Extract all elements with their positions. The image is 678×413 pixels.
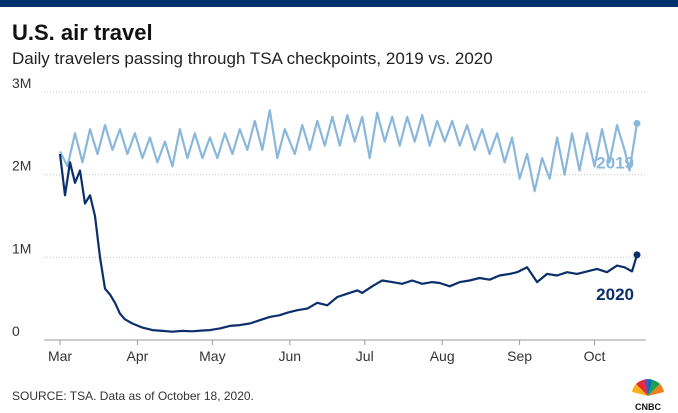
series-lines [58, 109, 641, 333]
svg-text:CNBC: CNBC [635, 402, 661, 412]
source-note: SOURCE: TSA. Data as of October 18, 2020… [12, 389, 254, 403]
chart-title: U.S. air travel [12, 20, 153, 45]
x-axis-ticks: Mar Apr May Jun Jul Aug Sep Oct [48, 340, 606, 364]
series-line-2020 [58, 153, 639, 333]
x-tick-label: Jul [356, 348, 374, 364]
x-tick-label: Jun [279, 348, 302, 364]
x-tick-label: Sep [507, 348, 532, 364]
x-tick-label: May [199, 348, 225, 364]
series-label-2019: 2019 [596, 153, 634, 172]
gridlines: 0 1M 2M 3M [12, 75, 646, 341]
series-end-point-2020 [633, 251, 641, 259]
y-tick-label: 2M [12, 158, 31, 174]
x-tick-label: Mar [48, 348, 72, 364]
top-accent-bar [0, 0, 678, 7]
chart-subtitle: Daily travelers passing through TSA chec… [12, 49, 493, 68]
x-tick-label: Aug [430, 348, 455, 364]
y-tick-label: 1M [12, 240, 31, 256]
series-label-2020: 2020 [596, 285, 634, 304]
x-tick-label: Oct [584, 348, 606, 364]
cnbc-logo: CNBC [632, 379, 664, 412]
x-tick-label: Apr [127, 348, 149, 364]
series-line-2019 [59, 109, 639, 193]
series-end-point-2019 [633, 119, 641, 127]
y-tick-label: 0 [12, 323, 20, 339]
series-labels: 2019 2020 [596, 153, 634, 303]
y-tick-label: 3M [12, 75, 31, 91]
line-chart: 0 1M 2M 3M Mar Apr May Jun Jul Aug Sep Oct 2019 202… [12, 75, 646, 364]
